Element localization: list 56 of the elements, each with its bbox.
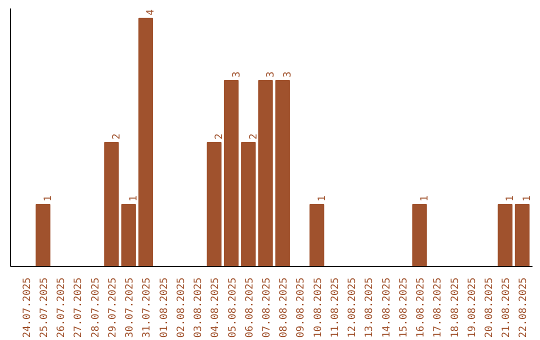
x-tick-label: 16.08.2025: [416, 277, 427, 338]
data-label: 3: [231, 71, 242, 78]
bar: [514, 204, 530, 266]
x-tick-label: 10.08.2025: [312, 277, 324, 338]
data-label: 1: [505, 195, 516, 202]
x-tick-label: 24.07.2025: [22, 277, 33, 338]
data-label: 1: [420, 195, 431, 202]
bar: [36, 204, 50, 266]
x-tick-label: 20.08.2025: [484, 277, 495, 338]
x-tick-label: 05.08.2025: [227, 277, 238, 338]
x-tick-label: 08.08.2025: [278, 277, 290, 338]
x-tick-label: 11.08.2025: [330, 277, 341, 338]
x-tick-label: 22.08.2025: [518, 277, 530, 338]
data-label: 1: [522, 195, 534, 202]
x-tick-label: 13.08.2025: [364, 277, 376, 338]
data-label: 1: [43, 195, 54, 202]
x-tick-label: 19.08.2025: [466, 277, 478, 338]
x-tick-label: 28.07.2025: [90, 277, 102, 338]
bar: [310, 204, 324, 266]
x-tick-label: 26.07.2025: [56, 277, 68, 338]
x-tick-label: 17.08.2025: [432, 277, 444, 338]
x-tick-label: 31.07.2025: [142, 277, 153, 338]
data-label: 2: [248, 133, 260, 140]
x-tick-label: 14.08.2025: [381, 277, 392, 338]
bar: [241, 142, 256, 266]
bar: [138, 18, 154, 266]
bar: [498, 204, 512, 266]
x-tick-label: 09.08.2025: [296, 277, 307, 338]
data-label: 2: [111, 133, 122, 140]
x-tick-label: 27.07.2025: [73, 277, 84, 338]
x-tick-label: 04.08.2025: [210, 277, 222, 338]
x-tick-label: 30.07.2025: [124, 277, 136, 338]
bar: [104, 142, 119, 266]
data-label: 1: [316, 195, 328, 202]
data-label: 2: [214, 133, 226, 140]
data-label: 1: [128, 195, 140, 202]
x-tick-label: 25.07.2025: [39, 277, 50, 338]
data-label: 4: [146, 9, 157, 16]
x-tick-label: 29.07.2025: [107, 277, 118, 338]
data-label: 3: [282, 71, 294, 78]
bar: [121, 204, 136, 266]
x-tick-label: 15.08.2025: [398, 277, 410, 338]
x-tick-label: 01.08.2025: [158, 277, 170, 338]
bar: [412, 204, 427, 266]
x-tick-label: 21.08.2025: [501, 277, 512, 338]
bar: [275, 80, 290, 266]
x-tick-label: 06.08.2025: [244, 277, 256, 338]
bar: [224, 80, 239, 266]
bar: [206, 142, 222, 266]
x-tick-label: 18.08.2025: [450, 277, 461, 338]
x-tick-label: 12.08.2025: [347, 277, 358, 338]
bar: [258, 80, 273, 266]
x-tick-label: 02.08.2025: [176, 277, 187, 338]
x-tick-label: 03.08.2025: [193, 277, 204, 338]
x-tick-label: 07.08.2025: [262, 277, 273, 338]
data-label: 3: [266, 71, 277, 78]
